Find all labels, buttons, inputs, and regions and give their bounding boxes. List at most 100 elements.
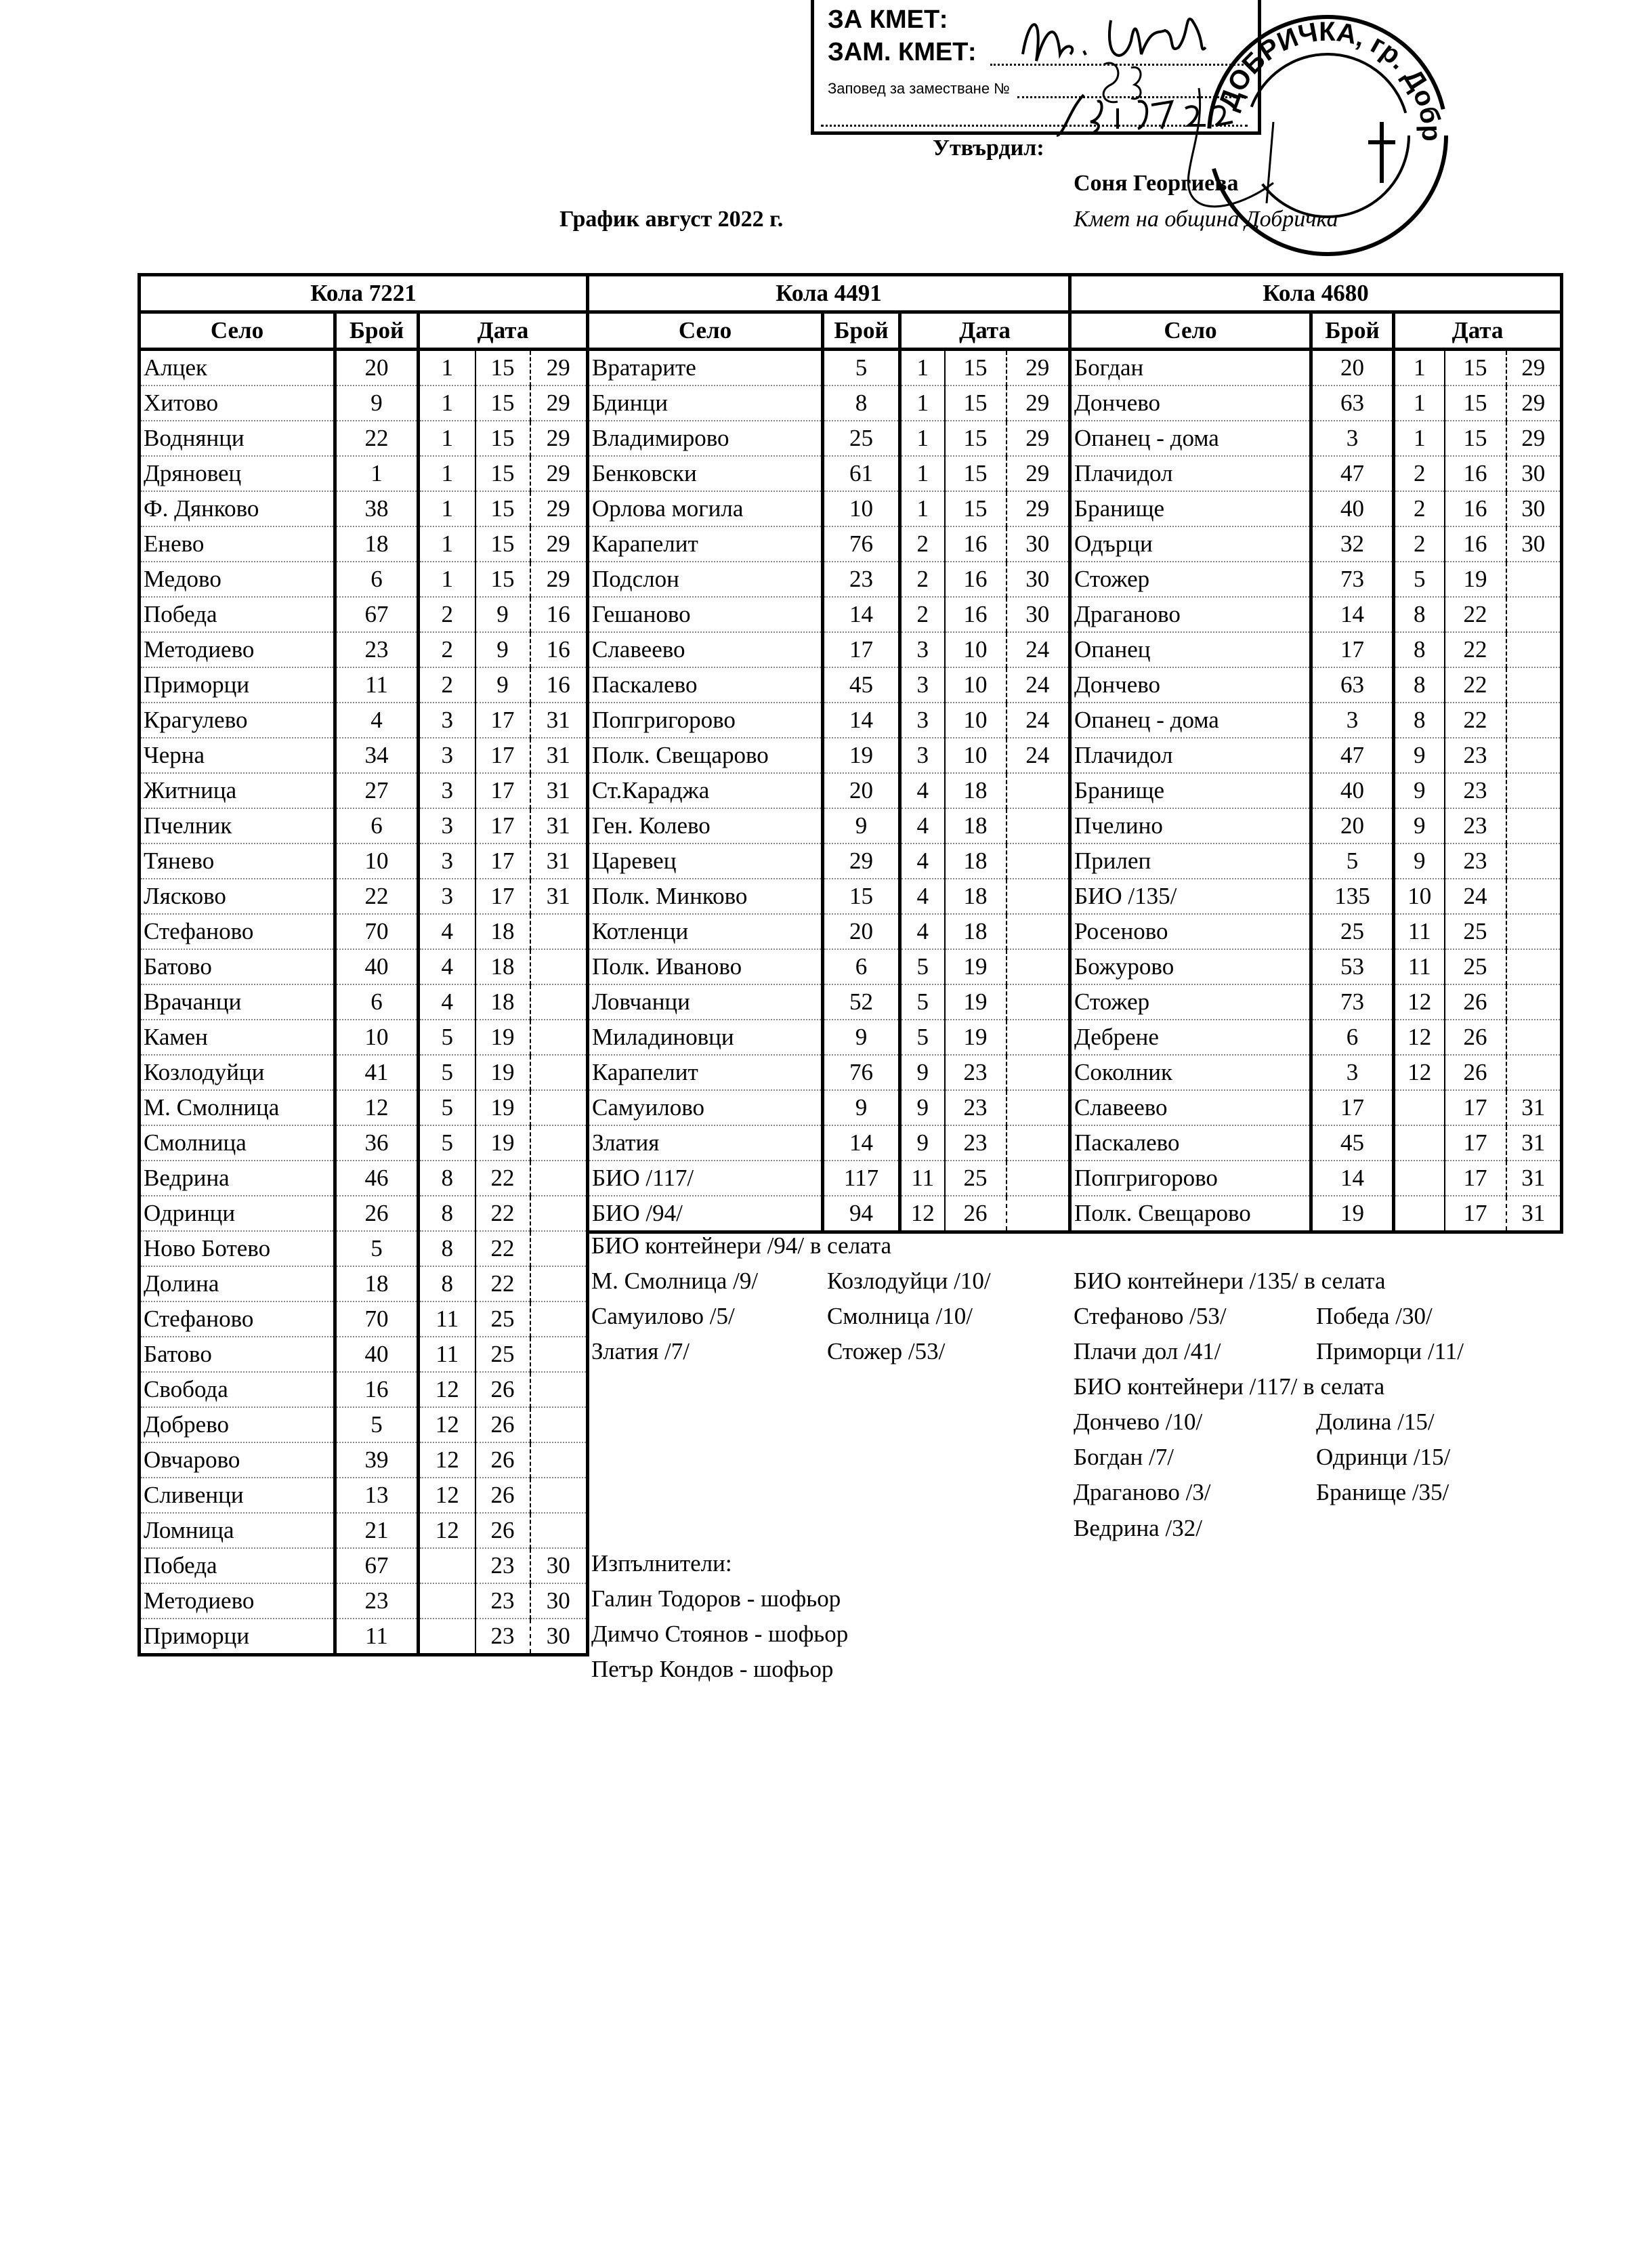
count-cell: 5: [821, 349, 900, 386]
schedule-table-0: Кола 7221 Село Брой Дата Алцек 20 1 15 29 Хитово 9…: [137, 273, 590, 1656]
date-2-cell: 18: [474, 984, 530, 1020]
table-row: Методиево 23 23 30: [137, 1583, 590, 1619]
count-cell: 76: [821, 1055, 900, 1091]
village-cell: Божурово: [1068, 949, 1311, 985]
table-row: Опанец 17 8 22: [1068, 632, 1564, 668]
date-2-cell: 23: [944, 1055, 1007, 1091]
date-1-cell: [417, 1619, 475, 1656]
date-2-cell: 19: [1443, 562, 1506, 598]
date-2-cell: 18: [944, 914, 1007, 950]
count-cell: 47: [1309, 738, 1394, 774]
date-1-cell: 5: [417, 1020, 475, 1056]
village-cell: Лясково: [137, 879, 335, 915]
village-cell: Богдан: [1068, 349, 1311, 386]
table-row: Полк. Минково 15 4 18: [586, 879, 1072, 915]
round-stamp-text: ДОБРИЧКА, гр. Добрич: [1192, 7, 1446, 142]
count-cell: 73: [1309, 562, 1394, 598]
count-cell: 3: [1309, 1055, 1394, 1091]
date-3-cell: [529, 1407, 590, 1443]
date-1-cell: 3: [417, 738, 475, 774]
date-2-cell: 15: [474, 456, 530, 492]
village-cell: Опанец - дома: [1068, 421, 1311, 457]
table-row: Миладиновци 9 5 19: [586, 1020, 1072, 1056]
village-cell: Дряновец: [137, 456, 335, 492]
date-3-cell: 30: [1005, 526, 1072, 562]
village-cell: Пчелник: [137, 808, 335, 844]
date-2-cell: 10: [944, 632, 1007, 668]
date-2-cell: 10: [944, 738, 1007, 774]
table-row: Пчелино 20 9 23: [1068, 808, 1564, 844]
count-cell: 6: [821, 949, 900, 985]
date-3-cell: [1005, 1125, 1072, 1161]
count-cell: 67: [333, 597, 419, 633]
date-3-cell: [529, 1196, 590, 1232]
table-row: Самуилово 9 9 23: [586, 1090, 1072, 1126]
date-2-cell: 17: [1443, 1161, 1506, 1196]
table-row: Стожер 73 12 26: [1068, 984, 1564, 1020]
table-row: Владимирово 25 1 15 29: [586, 421, 1072, 457]
table-row: Стефаново 70 4 18: [137, 914, 590, 950]
date-2-cell: 17: [1443, 1196, 1506, 1234]
date-1-cell: 8: [1392, 597, 1445, 633]
date-1-cell: 2: [898, 526, 945, 562]
count-cell: 45: [821, 667, 900, 703]
note-text: Стожер /53/: [827, 1338, 946, 1364]
table-row: Златия 14 9 23: [586, 1125, 1072, 1161]
count-cell: 70: [333, 1301, 419, 1337]
date-3-cell: [1505, 773, 1564, 809]
count-cell: 9: [333, 385, 419, 421]
date-1-cell: 8: [417, 1161, 475, 1196]
date-2-cell: 15: [474, 562, 530, 598]
count-cell: 23: [333, 632, 419, 668]
date-3-cell: [1505, 1055, 1564, 1091]
date-3-cell: [1005, 984, 1072, 1020]
date-2-cell: 22: [474, 1196, 530, 1232]
table-row: Одринци 26 8 22: [137, 1196, 590, 1232]
date-3-cell: [1505, 949, 1564, 985]
date-2-cell: 15: [944, 385, 1007, 421]
table-row: БИО /117/117 11 25: [586, 1161, 1072, 1196]
date-2-cell: 15: [474, 421, 530, 457]
count-cell: 40: [333, 1337, 419, 1373]
schedule-table-2: Кола 4680 Село Брой Дата Богдан 20 1 15 29 Дончев…: [1067, 273, 1564, 1234]
count-cell: 135: [1309, 879, 1394, 915]
village-cell: Вратарите: [586, 349, 823, 386]
date-1-cell: 1: [417, 456, 475, 492]
count-cell: 6: [1309, 1020, 1394, 1056]
date-2-cell: 16: [944, 526, 1007, 562]
date-1-cell: 1: [1392, 385, 1445, 421]
village-cell: Врачанци: [137, 984, 335, 1020]
date-2-cell: 16: [944, 597, 1007, 633]
note-text: Плачи дол /41/: [1074, 1338, 1221, 1364]
date-1-cell: 12: [1392, 1020, 1445, 1056]
count-cell: 10: [333, 1020, 419, 1056]
date-2-cell: 9: [474, 632, 530, 668]
date-1-cell: 12: [417, 1442, 475, 1478]
table-row: Карапелит 76 2 16 30: [586, 526, 1072, 562]
count-cell: 6: [333, 984, 419, 1020]
date-2-cell: 23: [1443, 738, 1506, 774]
table-row: Дряновец 1 1 15 29: [137, 456, 590, 492]
table-row: Долина 18 8 22: [137, 1266, 590, 1302]
table-row: Полк. Свещарово 19 3 10 24: [586, 738, 1072, 774]
date-3-cell: 31: [529, 808, 590, 844]
count-cell: 61: [821, 456, 900, 492]
date-2-cell: 24: [1443, 879, 1506, 915]
village-cell: Бранище: [1068, 773, 1311, 809]
date-1-cell: 12: [1392, 1055, 1445, 1091]
village-cell: Котленци: [586, 914, 823, 950]
village-cell: Ломница: [137, 1513, 335, 1549]
date-2-cell: 15: [474, 385, 530, 421]
date-3-cell: 30: [1505, 491, 1564, 527]
table-row: Стефаново 70 11 25: [137, 1301, 590, 1337]
table-row: Паскалево 45 17 31: [1068, 1125, 1564, 1161]
date-3-cell: 31: [1505, 1196, 1564, 1234]
date-2-cell: 17: [1443, 1090, 1506, 1126]
count-cell: 6: [333, 808, 419, 844]
count-cell: 76: [821, 526, 900, 562]
date-1-cell: 4: [417, 914, 475, 950]
count-cell: 17: [821, 632, 900, 668]
date-2-cell: 26: [474, 1478, 530, 1514]
date-1-cell: 1: [417, 526, 475, 562]
date-2-cell: 17: [474, 879, 530, 915]
